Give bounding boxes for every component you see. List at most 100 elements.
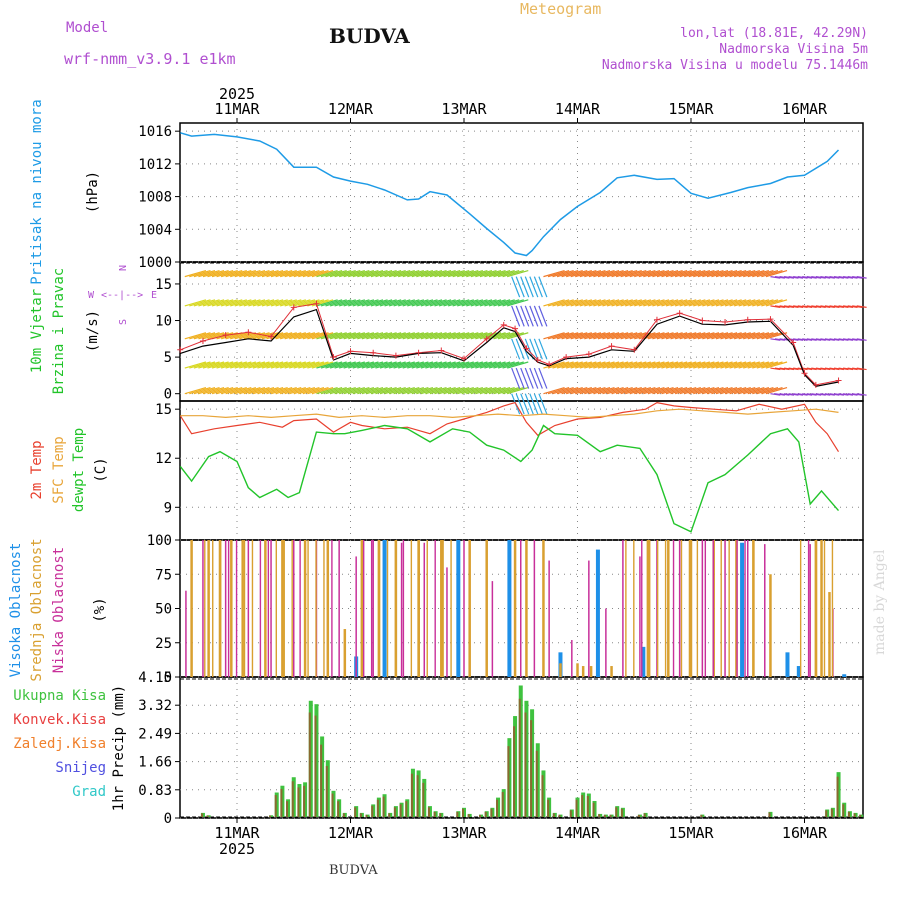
wind-arrow-704 bbox=[674, 269, 697, 278]
wind-arrow-5 bbox=[207, 387, 229, 395]
wind-arrow-632 bbox=[348, 269, 370, 278]
cloud-bar-1-17 bbox=[513, 540, 517, 677]
cloud-fill-bar-469 bbox=[712, 540, 714, 677]
wind-arrow-656 bbox=[457, 269, 479, 278]
wind-arrow-131 bbox=[779, 393, 790, 396]
wind-arrow-296 bbox=[852, 367, 863, 371]
wind-arrow-50 bbox=[411, 387, 434, 395]
wind-arrow-125 bbox=[752, 387, 774, 395]
wind-arrow-59 bbox=[452, 387, 474, 395]
wind-arrow-15 bbox=[252, 387, 275, 395]
wind-arrow-496 bbox=[407, 299, 429, 307]
cloud-bar-1-15 bbox=[468, 540, 471, 677]
wind-arrow-451 bbox=[202, 299, 225, 307]
wind-arrow-640 bbox=[384, 269, 406, 278]
wind-arrow-482 bbox=[343, 299, 365, 307]
wind-arrow-208 bbox=[452, 361, 474, 369]
cloud-fill-bar-420 bbox=[656, 540, 659, 677]
wind-arrow-97 bbox=[625, 387, 647, 395]
wind-arrow-675 bbox=[543, 269, 565, 278]
wind-gust-mark-24 bbox=[653, 316, 660, 323]
wind-arrow-49 bbox=[407, 387, 429, 395]
wind-arrow-119 bbox=[724, 387, 747, 395]
top-day-label-1: 12MAR bbox=[328, 100, 374, 118]
wind-arrow-639 bbox=[379, 269, 402, 278]
wind-arrow-405 bbox=[670, 332, 692, 340]
precip-conv-bar-70 bbox=[859, 814, 862, 817]
precip-conv-bar-41 bbox=[513, 726, 516, 817]
wind-arrow-717 bbox=[733, 269, 756, 278]
wind-arrow-518 bbox=[506, 299, 529, 307]
wind-gust-mark-12 bbox=[438, 347, 445, 354]
wind-arrow-703 bbox=[670, 269, 692, 278]
wind-arrow-508 bbox=[461, 299, 484, 307]
cloud-fill-bar-56 bbox=[243, 540, 246, 677]
wind-arrow-691 bbox=[615, 269, 638, 278]
wind-arrow-332 bbox=[338, 332, 361, 340]
wind-arrow-200 bbox=[416, 361, 438, 369]
wind-arrow-14 bbox=[248, 387, 270, 395]
wind-arrow-699 bbox=[652, 269, 674, 278]
precip-conv-bar-40 bbox=[507, 746, 510, 817]
precip-conv-bar-52 bbox=[581, 795, 584, 817]
wind-arrow-565 bbox=[720, 299, 742, 307]
wind-arrow-556 bbox=[679, 299, 701, 307]
wind-arrow-172 bbox=[289, 361, 311, 369]
cloud-bar-1-8 bbox=[326, 540, 330, 677]
pressure-unit: (hPa) bbox=[85, 171, 101, 213]
cloud-fill-bar-567 bbox=[823, 540, 826, 677]
wind-arrow-603 bbox=[216, 269, 238, 278]
wind-arrow-401 bbox=[652, 332, 674, 340]
wind-arrow-434 bbox=[802, 338, 813, 341]
wind-arrow-123 bbox=[743, 387, 765, 395]
wind-arrow-69 bbox=[497, 387, 520, 395]
wind-arrow-18 bbox=[266, 387, 288, 395]
cloud-fill-bar-175 bbox=[378, 540, 381, 677]
ytick-label-pressure-1: 1012 bbox=[138, 157, 172, 173]
wind-arrow-41 bbox=[370, 387, 393, 395]
precip-conv-bar-64 bbox=[825, 810, 828, 817]
wind-arrow-585 bbox=[811, 305, 822, 308]
wind-arrow-177 bbox=[311, 361, 334, 369]
wind-arrow-63 bbox=[470, 387, 493, 395]
precip-conv-bar-5 bbox=[286, 801, 289, 817]
wind-gust-mark-22 bbox=[608, 343, 615, 350]
wind-arrow-614 bbox=[266, 269, 288, 278]
wind-arrow-468 bbox=[279, 299, 302, 307]
wind-arrow-165 bbox=[257, 361, 279, 369]
wind-arrow-345 bbox=[398, 332, 420, 340]
wind-arrow-23 bbox=[289, 387, 311, 395]
precip-conv-bar-44 bbox=[530, 720, 533, 817]
wind-arrow-247 bbox=[629, 361, 652, 369]
wind-arrow-615 bbox=[270, 269, 293, 278]
wind-arrow-205 bbox=[438, 361, 461, 369]
cloud-fill-bar-84 bbox=[275, 540, 277, 677]
cloud-bar-1-22 bbox=[581, 666, 585, 677]
wind-arrow-385 bbox=[579, 332, 602, 340]
wind-arrow-76 bbox=[529, 393, 539, 415]
wind-arrow-398 bbox=[638, 332, 661, 340]
wind-arrow-665 bbox=[497, 269, 520, 278]
wind-arrow-99 bbox=[634, 387, 656, 395]
wind-arrow-552 bbox=[661, 299, 683, 307]
wind-arrow-186 bbox=[352, 361, 375, 369]
wind-arrow-619 bbox=[289, 269, 311, 278]
wind-arrow-166 bbox=[261, 361, 284, 369]
wind-arrow-94 bbox=[611, 387, 633, 395]
wind-arrow-239 bbox=[593, 361, 615, 369]
cloud-fill-bar-21 bbox=[204, 540, 206, 677]
wind-arrow-57 bbox=[443, 387, 465, 395]
wind-arrow-216 bbox=[488, 361, 511, 369]
bottom-day-label-2: 13MAR bbox=[441, 824, 487, 842]
wind-arrow-634 bbox=[357, 269, 379, 278]
precip-conv-bar-69 bbox=[853, 813, 856, 817]
wind-arrow-110 bbox=[684, 387, 706, 395]
wind-arrow-138 bbox=[811, 393, 822, 396]
wind-arrow-684 bbox=[584, 269, 606, 278]
ytick-label-precip-1: 3.32 bbox=[138, 698, 172, 714]
wind-arrow-743 bbox=[852, 276, 863, 279]
precip-conv-bar-53 bbox=[586, 795, 589, 817]
wind-arrow-183 bbox=[338, 361, 361, 369]
cloud-bar-1-9 bbox=[343, 629, 347, 677]
wind-arrow-629 bbox=[334, 269, 356, 278]
